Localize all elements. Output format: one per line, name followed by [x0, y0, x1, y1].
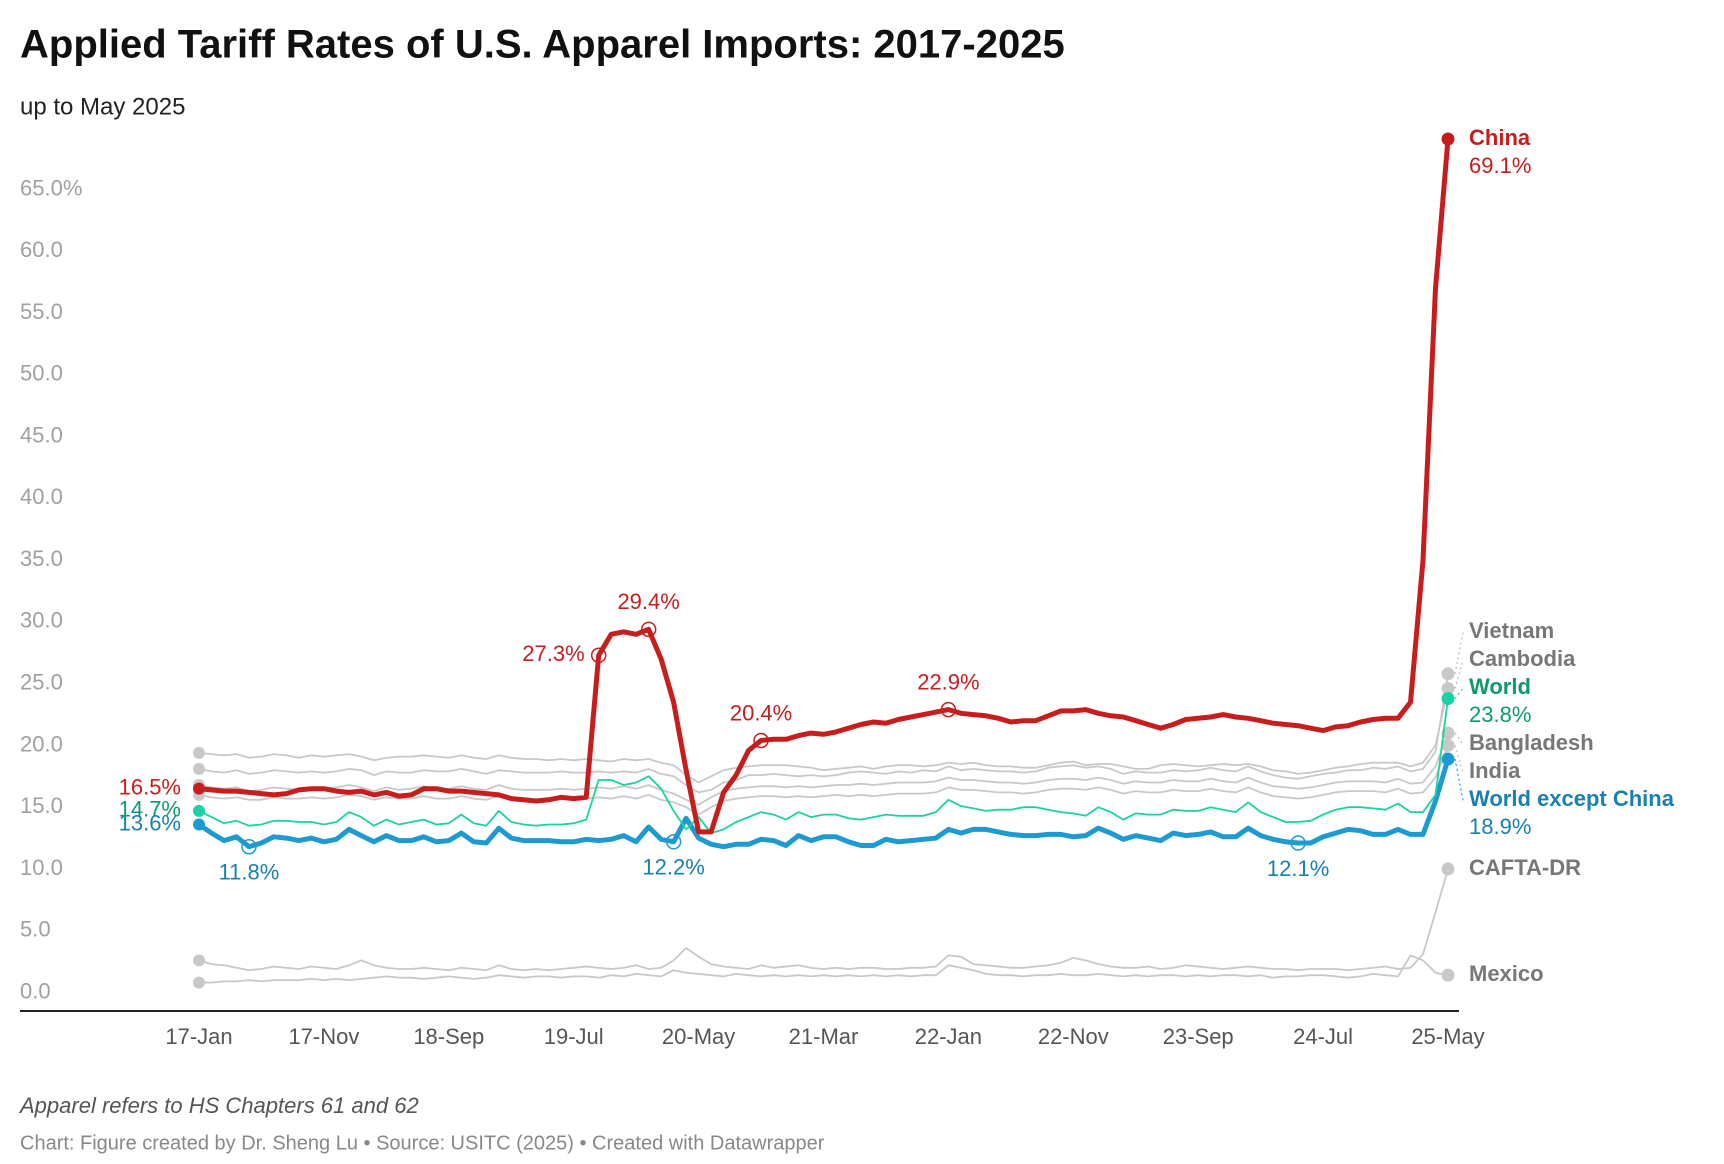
- series-line: [198, 687, 1449, 784]
- legend-label: World: [1469, 674, 1531, 699]
- y-tick-label: 60.0: [20, 237, 63, 262]
- end-value-label: 18.9%: [1469, 814, 1531, 839]
- end-dot: [1441, 752, 1455, 766]
- label-marker: [665, 834, 682, 850]
- label-marker: [1290, 835, 1306, 851]
- data-label: 22.9%: [917, 669, 979, 694]
- x-tick-label: 18-Sep: [413, 1024, 484, 1049]
- y-tick-label: 50.0: [20, 361, 63, 386]
- legend-label: CAFTA-DR: [1469, 855, 1581, 880]
- series-line: [198, 744, 1449, 816]
- end-value-label: 23.8%: [1469, 702, 1531, 727]
- chart-title: Applied Tariff Rates of U.S. Apparel Imp…: [20, 23, 1065, 67]
- leader-line: [1454, 732, 1464, 745]
- start-dot: [193, 746, 205, 759]
- series-line: [198, 672, 1449, 794]
- leader-line: [1454, 660, 1464, 689]
- start-dot: [193, 954, 205, 967]
- x-tick-label: 17-Nov: [288, 1024, 359, 1049]
- legend-label: China: [1469, 125, 1531, 150]
- legend-label: Cambodia: [1469, 646, 1576, 671]
- leader-line: [1454, 758, 1464, 801]
- data-label: 20.4%: [730, 700, 792, 725]
- start-dot: [193, 976, 205, 989]
- y-tick-label: 30.0: [20, 608, 63, 633]
- leader-line: [1454, 632, 1464, 674]
- series-line: [198, 732, 1449, 806]
- data-label: 12.2%: [642, 855, 704, 880]
- x-tick-label: 24-Jul: [1293, 1024, 1353, 1049]
- label-marker: [640, 621, 657, 638]
- leader-line: [1454, 688, 1464, 699]
- chart-source: Chart: Figure created by Dr. Sheng Lu • …: [20, 1132, 825, 1154]
- y-tick-label: 0.0: [20, 978, 51, 1003]
- end-dot: [1441, 132, 1455, 146]
- series-line: [198, 954, 1449, 984]
- series-line: [198, 697, 1449, 834]
- x-tick-label: 23-Sep: [1163, 1024, 1234, 1049]
- x-tick-label: 20-May: [662, 1024, 735, 1049]
- y-tick-label: 35.0: [20, 546, 63, 571]
- series-line: [198, 868, 1449, 972]
- leader-line: [1454, 745, 1464, 773]
- label-marker: [940, 701, 957, 718]
- data-label: 29.4%: [617, 589, 679, 614]
- legend-label: Vietnam: [1469, 618, 1554, 643]
- end-dot: [1441, 968, 1455, 982]
- y-tick-label: 65.0%: [20, 175, 82, 200]
- start-dot: [193, 804, 205, 817]
- legend-label: India: [1469, 758, 1521, 783]
- label-marker: [753, 732, 769, 749]
- data-label: 27.3%: [522, 641, 584, 666]
- start-dot: [193, 818, 205, 831]
- series-line: [196, 136, 1451, 835]
- y-tick-label: 10.0: [20, 855, 63, 880]
- end-dot: [1441, 667, 1455, 681]
- y-tick-label: 20.0: [20, 731, 63, 756]
- y-tick-label: 25.0: [20, 670, 63, 695]
- label-marker: [590, 647, 607, 664]
- end-dot: [1441, 862, 1455, 876]
- legend-label: Mexico: [1469, 961, 1544, 986]
- data-label: 14.7%: [119, 797, 181, 822]
- y-tick-label: 45.0: [20, 422, 63, 447]
- x-tick-label: 19-Jul: [544, 1024, 604, 1049]
- start-dot: [193, 782, 205, 795]
- y-tick-label: 5.0: [20, 917, 51, 942]
- x-tick-label: 17-Jan: [165, 1024, 232, 1049]
- end-value-label: 69.1%: [1469, 153, 1531, 178]
- end-dot: [1441, 692, 1455, 706]
- y-tick-label: 15.0: [20, 793, 63, 818]
- x-tick-label: 22-Jan: [915, 1024, 982, 1049]
- x-tick-label: 25-May: [1411, 1024, 1484, 1049]
- x-tick-label: 21-Mar: [789, 1024, 859, 1049]
- data-label: 12.1%: [1267, 856, 1329, 881]
- data-label: 13.6%: [119, 810, 181, 835]
- data-label: 16.5%: [119, 774, 181, 799]
- chart-subtitle: up to May 2025: [20, 93, 185, 120]
- legend-label: World except China: [1469, 786, 1675, 811]
- start-dot: [193, 762, 205, 775]
- legend-label: Bangladesh: [1469, 730, 1594, 755]
- chart-note: Apparel refers to HS Chapters 61 and 62: [18, 1093, 419, 1118]
- series-line: [196, 756, 1451, 850]
- x-tick-label: 22-Nov: [1038, 1024, 1109, 1049]
- y-tick-label: 40.0: [20, 484, 63, 509]
- label-marker: [241, 838, 257, 855]
- y-tick-label: 55.0: [20, 299, 63, 324]
- data-label: 11.8%: [219, 860, 280, 885]
